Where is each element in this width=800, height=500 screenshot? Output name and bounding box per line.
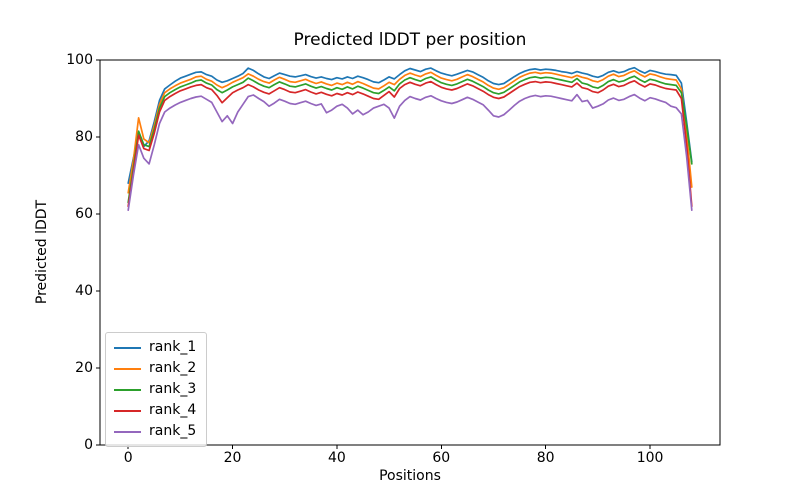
legend-label: rank_4 — [149, 402, 197, 418]
line-rank_2 — [127, 69, 693, 194]
legend-label: rank_1 — [149, 339, 197, 355]
x-tick-label: 0 — [123, 450, 133, 466]
x-axis-label: Positions — [379, 468, 441, 484]
line-rank_5 — [127, 93, 693, 212]
legend-line-sample-rank_1 — [114, 346, 141, 349]
y-axis-label: Predicted lDDT — [34, 199, 50, 305]
y-tick-label: 20 — [75, 359, 93, 376]
y-tick-label: 60 — [75, 205, 93, 222]
line-rank_1 — [127, 66, 693, 185]
legend-line-sample-rank_4 — [114, 409, 141, 412]
legend-line-sample-rank_2 — [114, 367, 141, 370]
y-tick-label: 100 — [66, 51, 93, 68]
line-rank_4 — [127, 79, 693, 208]
line-rank_3 — [127, 75, 693, 204]
legend-line-sample-rank_5 — [114, 430, 141, 433]
x-tick-label: 100 — [636, 450, 664, 466]
legend-label: rank_3 — [149, 381, 197, 397]
y-tick-label: 80 — [75, 128, 93, 145]
legend-item-rank_4: rank_4 — [114, 401, 196, 420]
legend-line-sample-rank_3 — [114, 388, 141, 391]
x-tick-label: 40 — [328, 450, 346, 466]
chart-title: Predicted lDDT per position — [293, 30, 527, 50]
legend-item-rank_3: rank_3 — [114, 380, 196, 399]
y-tick-label: 40 — [75, 282, 93, 299]
legend-item-rank_2: rank_2 — [114, 359, 196, 378]
y-tick-label: 0 — [84, 436, 93, 453]
legend-label: rank_5 — [149, 423, 197, 439]
plot-spines — [99, 59, 721, 446]
legend-label: rank_2 — [149, 360, 197, 376]
legend-item-rank_1: rank_1 — [114, 338, 196, 357]
x-tick-label: 60 — [432, 450, 451, 466]
legend-item-rank_5: rank_5 — [114, 422, 196, 441]
x-tick-label: 80 — [536, 450, 555, 466]
x-tick-label: 20 — [223, 450, 242, 466]
legend: rank_1 rank_2 rank_3 rank_4 rank_5 — [105, 332, 208, 447]
